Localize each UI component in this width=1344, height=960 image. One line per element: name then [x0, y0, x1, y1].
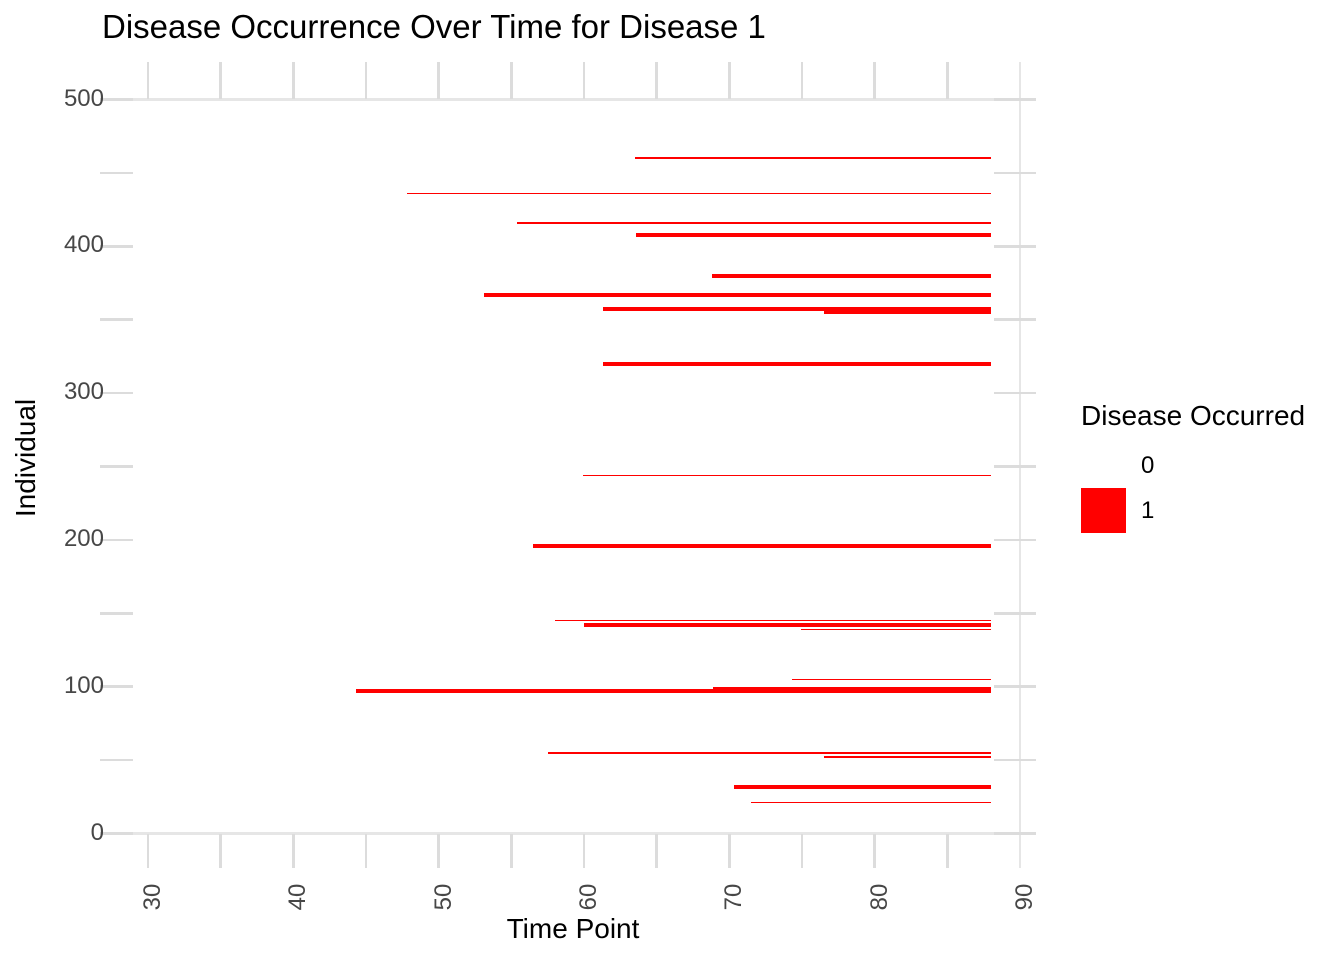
x-tick-stub-top [292, 62, 295, 99]
x-tick-label: 90 [1010, 883, 1038, 911]
disease-segment [483, 292, 991, 297]
gridline-horizontal [100, 98, 1036, 101]
y-tick-stub-right [994, 685, 1036, 688]
y-tick-stub-right [994, 98, 1036, 101]
x-tick-stub-top [873, 62, 876, 99]
x-tick-stub-bottom [873, 833, 876, 868]
x-tick-stub-bottom [292, 833, 295, 868]
x-tick-label: 40 [284, 883, 312, 911]
x-tick-label: 60 [574, 883, 602, 911]
y-tick-label: 300 [63, 378, 104, 406]
x-tick-stub-bottom [728, 833, 731, 868]
x-tick-stub-top [146, 62, 150, 99]
x-tick-stub-top [437, 62, 440, 99]
x-tick-stub-top [364, 62, 368, 99]
disease-segment [733, 784, 991, 789]
disease-segment [800, 628, 991, 631]
x-tick-stub-bottom [437, 833, 440, 868]
disease-segment [636, 232, 991, 237]
disease-segment [634, 157, 991, 159]
x-tick-stub-bottom [655, 833, 658, 868]
legend-key-1 [1081, 488, 1126, 533]
disease-segment [823, 756, 991, 758]
y-tick-stub-left [100, 391, 133, 395]
disease-segment [751, 801, 991, 804]
y-tick-label: 0 [90, 818, 104, 846]
x-tick-stub-top [510, 62, 513, 99]
gridline-horizontal [100, 832, 1036, 835]
y-tick-stub-right [994, 612, 1036, 615]
x-tick-stub-top [800, 62, 804, 99]
x-tick-stub-top [946, 62, 949, 99]
legend-item-0: 0 [1081, 443, 1305, 488]
disease-segment [547, 751, 991, 754]
y-tick-stub-right [994, 832, 1036, 835]
x-tick-label: 80 [865, 883, 893, 911]
disease-segment [791, 678, 991, 681]
legend-item-1: 1 [1081, 488, 1305, 533]
x-tick-label: 30 [139, 883, 166, 911]
disease-segment [582, 474, 991, 477]
y-tick-stub-left [100, 465, 133, 468]
disease-segment [355, 689, 991, 694]
y-tick-stub-left [100, 538, 133, 542]
y-tick-stub-left [100, 318, 133, 321]
legend-key-0 [1081, 443, 1126, 488]
x-tick-label: 50 [429, 883, 457, 911]
y-tick-label: 400 [63, 231, 104, 259]
x-tick-stub-top [655, 62, 658, 99]
x-tick-stub-bottom [364, 833, 368, 868]
y-tick-stub-right [994, 171, 1036, 175]
y-tick-stub-left [100, 685, 133, 688]
y-tick-stub-right [994, 318, 1036, 321]
x-tick-stub-bottom [582, 833, 586, 868]
x-tick-stub-bottom [219, 833, 222, 868]
x-axis-title: Time Point [506, 913, 640, 944]
y-tick-stub-left [100, 832, 133, 835]
y-tick-stub-left [100, 245, 133, 248]
y-tick-stub-right [994, 391, 1036, 395]
disease-segment [713, 687, 991, 689]
legend-title: Disease Occurred [1081, 400, 1306, 431]
disease-segment [533, 543, 991, 548]
disease-segment [554, 619, 991, 622]
legend-label-0: 0 [1141, 451, 1155, 479]
y-tick-label: 200 [63, 524, 104, 552]
disease-segment [406, 192, 991, 195]
chart-title: Disease Occurrence Over Time for Disease… [102, 8, 766, 45]
legend-label-1: 1 [1141, 496, 1155, 524]
legend: Disease Occurred 0 1 [1081, 400, 1305, 533]
y-axis-title: Individual [10, 398, 41, 518]
disease-segment [602, 361, 991, 366]
disease-segment [583, 623, 991, 628]
disease-segment [602, 307, 991, 312]
y-tick-stub-left [100, 612, 133, 615]
disease-segment [823, 310, 991, 315]
y-tick-stub-left [100, 98, 133, 101]
x-tick-stub-bottom [146, 833, 150, 868]
y-tick-stub-left [100, 758, 133, 762]
y-tick-label: 500 [63, 84, 104, 112]
x-tick-stub-top [728, 62, 731, 99]
y-tick-stub-left [100, 171, 133, 175]
x-tick-stub-top [582, 62, 586, 99]
x-tick-stub-bottom [800, 833, 804, 868]
y-tick-stub-right [994, 538, 1036, 542]
disease-segment [711, 273, 991, 278]
y-tick-stub-right [994, 758, 1036, 762]
y-tick-stub-right [994, 245, 1036, 248]
y-tick-stub-right [994, 465, 1036, 468]
y-tick-label: 100 [63, 671, 104, 699]
disease-segment [517, 222, 991, 224]
x-tick-stub-bottom [946, 833, 949, 868]
x-tick-stub-bottom [510, 833, 513, 868]
x-tick-stub-top [219, 62, 222, 99]
gridline-vertical [1018, 62, 1022, 868]
x-tick-label: 70 [720, 883, 748, 911]
